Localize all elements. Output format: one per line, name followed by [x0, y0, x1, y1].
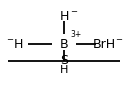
Text: BrH: BrH	[92, 37, 116, 51]
Text: B: B	[60, 37, 68, 51]
Text: S: S	[60, 54, 68, 67]
Text: −: −	[6, 35, 13, 45]
Text: −: −	[115, 35, 122, 45]
Text: H: H	[13, 37, 23, 51]
Text: H: H	[59, 10, 69, 23]
Text: −: −	[70, 7, 77, 17]
Text: H: H	[60, 65, 68, 75]
Text: 3+: 3+	[70, 30, 81, 39]
